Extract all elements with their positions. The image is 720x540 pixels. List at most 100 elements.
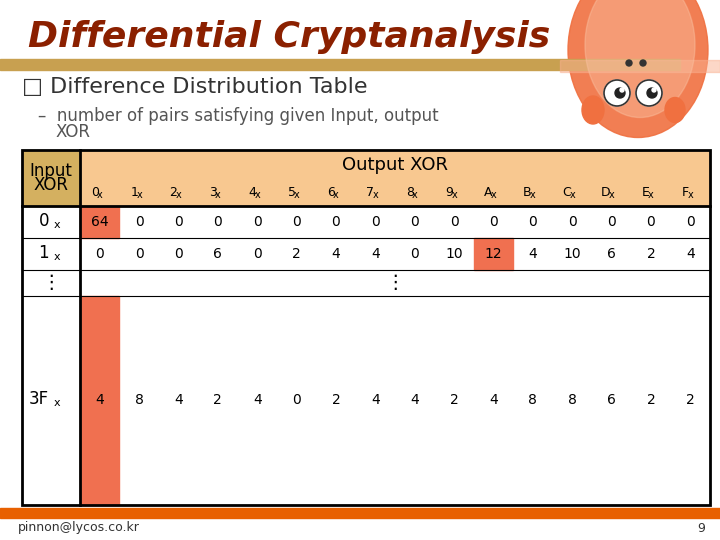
- Circle shape: [626, 60, 632, 66]
- Circle shape: [620, 88, 624, 92]
- Text: F: F: [682, 186, 689, 199]
- Text: 0: 0: [95, 247, 104, 261]
- Text: x: x: [609, 190, 615, 200]
- Text: 0: 0: [332, 215, 341, 229]
- Text: 0: 0: [292, 215, 301, 229]
- Text: 2: 2: [332, 394, 341, 408]
- Text: B: B: [523, 186, 532, 199]
- Text: XOR: XOR: [34, 176, 68, 194]
- Text: 4: 4: [95, 394, 104, 408]
- Text: 3F: 3F: [29, 390, 49, 408]
- Text: pinnon@lycos.co.kr: pinnon@lycos.co.kr: [18, 522, 140, 535]
- Bar: [80, 150, 710, 206]
- Text: 5: 5: [287, 186, 296, 199]
- Text: XOR: XOR: [55, 123, 90, 141]
- Text: E: E: [642, 186, 650, 199]
- Bar: [80, 296, 120, 505]
- Text: 1: 1: [38, 244, 49, 262]
- Text: x: x: [215, 190, 221, 200]
- Text: 0: 0: [292, 394, 301, 408]
- Text: x: x: [372, 190, 378, 200]
- Text: 0: 0: [253, 215, 261, 229]
- Text: x: x: [136, 190, 142, 200]
- Text: 8: 8: [405, 186, 414, 199]
- Circle shape: [652, 88, 656, 92]
- Text: x: x: [294, 190, 300, 200]
- Text: 6: 6: [327, 186, 335, 199]
- Text: x: x: [333, 190, 339, 200]
- Text: 10: 10: [563, 247, 581, 261]
- Text: ⋮: ⋮: [41, 273, 60, 293]
- Text: 0: 0: [489, 215, 498, 229]
- Text: 0: 0: [174, 215, 183, 229]
- Text: 0: 0: [568, 215, 577, 229]
- Text: 0: 0: [647, 215, 655, 229]
- Text: Differential Cryptanalysis: Differential Cryptanalysis: [28, 20, 550, 54]
- Text: 0: 0: [450, 215, 459, 229]
- Text: 8: 8: [135, 394, 143, 408]
- Text: x: x: [54, 252, 60, 262]
- Text: 6: 6: [213, 247, 222, 261]
- Text: 0: 0: [91, 186, 99, 199]
- Text: 4: 4: [489, 394, 498, 408]
- Text: 4: 4: [248, 186, 256, 199]
- Text: 4: 4: [253, 394, 261, 408]
- Bar: [560, 60, 720, 72]
- Text: 0: 0: [253, 247, 261, 261]
- Circle shape: [640, 60, 646, 66]
- Text: D: D: [601, 186, 611, 199]
- Text: x: x: [451, 190, 457, 200]
- Text: 0: 0: [174, 247, 183, 261]
- Text: x: x: [530, 190, 536, 200]
- Text: 2: 2: [686, 394, 695, 408]
- Bar: [474, 238, 513, 270]
- Text: 6: 6: [607, 247, 616, 261]
- Text: x: x: [54, 220, 60, 230]
- Text: 0: 0: [38, 212, 49, 230]
- Ellipse shape: [665, 98, 685, 123]
- Text: 2: 2: [647, 247, 655, 261]
- Text: 4: 4: [332, 247, 341, 261]
- Text: 4: 4: [410, 394, 419, 408]
- Text: 0: 0: [686, 215, 695, 229]
- Text: 2: 2: [170, 186, 177, 199]
- Text: x: x: [412, 190, 418, 200]
- Text: A: A: [484, 186, 492, 199]
- Text: 0: 0: [410, 247, 419, 261]
- Text: 2: 2: [450, 394, 459, 408]
- Text: x: x: [176, 190, 181, 200]
- Text: C: C: [562, 186, 571, 199]
- Text: 4: 4: [174, 394, 183, 408]
- Text: 0: 0: [135, 247, 143, 261]
- Circle shape: [615, 88, 625, 98]
- Text: 8: 8: [528, 394, 537, 408]
- Text: 3: 3: [209, 186, 217, 199]
- Text: 1: 1: [130, 186, 138, 199]
- Text: □ Difference Distribution Table: □ Difference Distribution Table: [22, 77, 367, 97]
- Text: –  number of pairs satisfying given Input, output: – number of pairs satisfying given Input…: [38, 107, 438, 125]
- Text: 0: 0: [528, 215, 537, 229]
- Text: ⋮: ⋮: [385, 273, 405, 293]
- Bar: [22, 150, 710, 505]
- Text: Input: Input: [30, 162, 73, 180]
- Text: 0: 0: [410, 215, 419, 229]
- Text: x: x: [491, 190, 496, 200]
- Text: 10: 10: [445, 247, 463, 261]
- Bar: [22, 150, 80, 206]
- Text: x: x: [254, 190, 260, 200]
- Text: 0: 0: [135, 215, 143, 229]
- Text: 6: 6: [607, 394, 616, 408]
- Text: 2: 2: [292, 247, 301, 261]
- Text: 2: 2: [647, 394, 655, 408]
- Bar: [0, 508, 720, 518]
- Bar: [0, 59, 680, 70]
- Text: 7: 7: [366, 186, 374, 199]
- Text: 12: 12: [485, 247, 503, 261]
- Text: 64: 64: [91, 215, 109, 229]
- Text: x: x: [54, 399, 60, 408]
- Text: 4: 4: [528, 247, 537, 261]
- Text: 4: 4: [371, 247, 379, 261]
- Text: 4: 4: [686, 247, 695, 261]
- Text: 0: 0: [371, 215, 379, 229]
- Circle shape: [647, 88, 657, 98]
